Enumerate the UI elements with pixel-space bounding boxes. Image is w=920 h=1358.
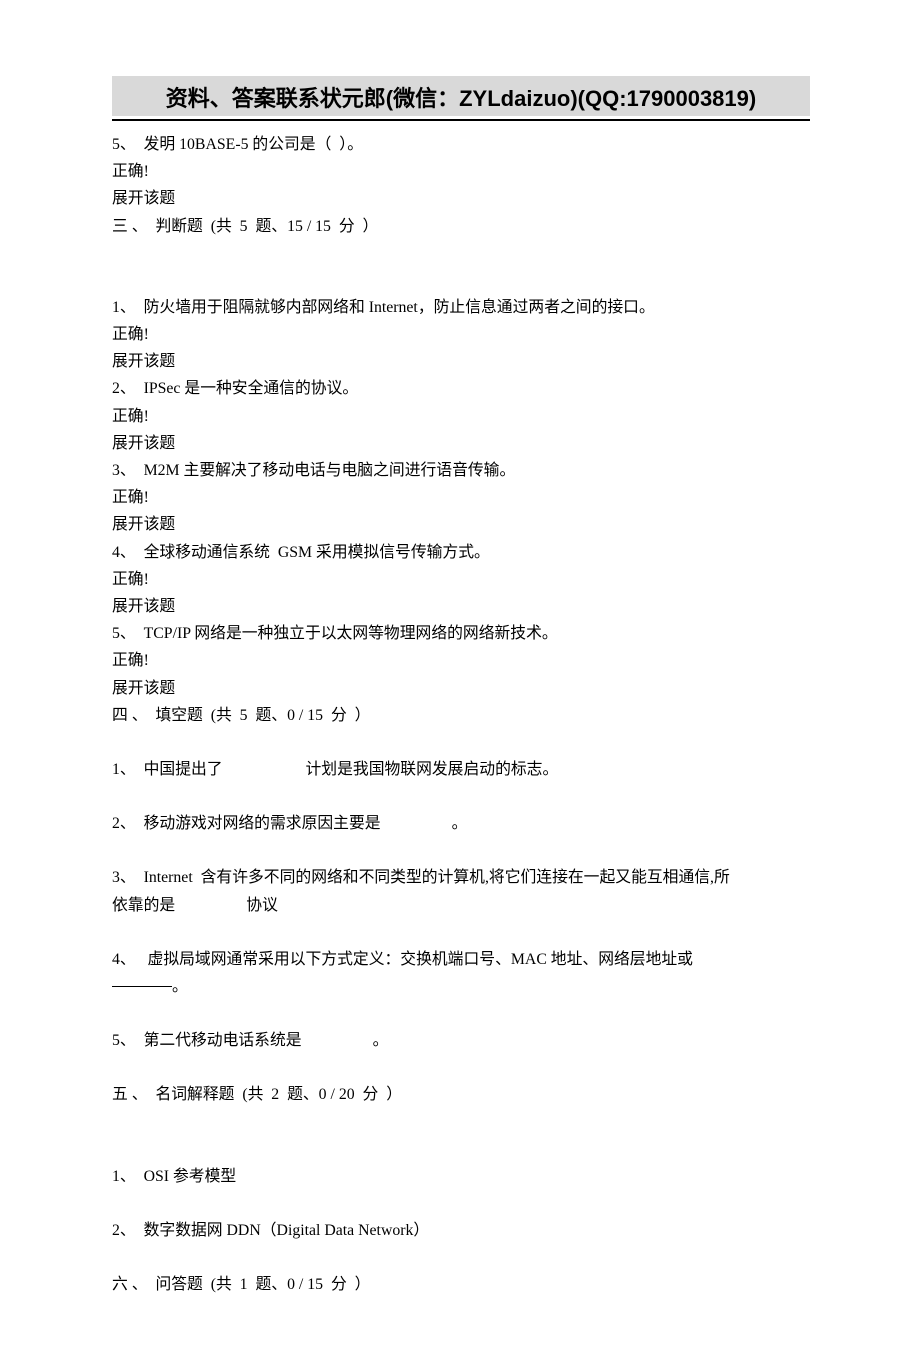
spacer xyxy=(112,1109,810,1136)
intro-q5: 5、 发明 10BASE-5 的公司是（ ）。 xyxy=(112,131,810,158)
s4-q1: 1、 中国提出了 计划是我国物联网发展启动的标志。 xyxy=(112,756,810,783)
spacer xyxy=(112,919,810,946)
spacer xyxy=(112,1054,810,1081)
spacer xyxy=(112,729,810,756)
s3-q2-expand: 展开该题 xyxy=(112,430,810,457)
s4-q5: 5、 第二代移动电话系统是 。 xyxy=(112,1027,810,1054)
section6-title: 六 、 问答题 (共 1 题、0 / 15 分 ） xyxy=(112,1271,810,1298)
spacer xyxy=(112,783,810,810)
spacer xyxy=(112,837,810,864)
s4-q3b: 依靠的是 协议 xyxy=(112,892,810,919)
s3-q4: 4、 全球移动通信系统 GSM 采用模拟信号传输方式。 xyxy=(112,539,810,566)
s3-q1: 1、 防火墙用于阻隔就够内部网络和 Internet，防止信息通过两者之间的接口… xyxy=(112,294,810,321)
section4-title: 四 、 填空题 (共 5 题、0 / 15 分 ） xyxy=(112,702,810,729)
header-banner: 资料、答案联系状元郎(微信：ZYLdaizuo)(QQ:1790003819) xyxy=(112,76,810,116)
s5-q1: 1、 OSI 参考模型 xyxy=(112,1163,810,1190)
intro-correct: 正确! xyxy=(112,158,810,185)
s3-q5: 5、 TCP/IP 网络是一种独立于以太网等物理网络的网络新技术。 xyxy=(112,620,810,647)
s3-q5-expand: 展开该题 xyxy=(112,675,810,702)
s4-q2: 2、 移动游戏对网络的需求原因主要是 。 xyxy=(112,810,810,837)
spacer xyxy=(112,1244,810,1271)
intro-expand: 展开该题 xyxy=(112,185,810,212)
spacer xyxy=(112,1136,810,1163)
s4-q4a: 4、 虚拟局域网通常采用以下方式定义：交换机端口号、MAC 地址、网络层地址或 xyxy=(112,946,810,973)
section5-title: 五 、 名词解释题 (共 2 题、0 / 20 分 ） xyxy=(112,1081,810,1108)
s3-q1-correct: 正确! xyxy=(112,321,810,348)
s4-q4b: 。 xyxy=(112,973,810,1000)
s3-q3: 3、 M2M 主要解决了移动电话与电脑之间进行语音传输。 xyxy=(112,457,810,484)
spacer xyxy=(112,267,810,294)
s5-q2: 2、 数字数据网 DDN（Digital Data Network） xyxy=(112,1217,810,1244)
spacer xyxy=(112,1190,810,1217)
s3-q5-correct: 正确! xyxy=(112,647,810,674)
s3-q4-correct: 正确! xyxy=(112,566,810,593)
s3-q2-correct: 正确! xyxy=(112,403,810,430)
s3-q3-expand: 展开该题 xyxy=(112,511,810,538)
s4-q4b-suffix: 。 xyxy=(172,978,188,995)
s4-q3a: 3、 Internet 含有许多不同的网络和不同类型的计算机,将它们连接在一起又… xyxy=(112,864,810,891)
spacer xyxy=(112,240,810,267)
s3-q3-correct: 正确! xyxy=(112,484,810,511)
s3-q4-expand: 展开该题 xyxy=(112,593,810,620)
s3-q2: 2、 IPSec 是一种安全通信的协议。 xyxy=(112,375,810,402)
s3-q1-expand: 展开该题 xyxy=(112,348,810,375)
header-underline xyxy=(112,119,810,121)
blank-underline xyxy=(112,986,172,987)
document-page: 资料、答案联系状元郎(微信：ZYLdaizuo)(QQ:1790003819) … xyxy=(0,0,920,1358)
section3-title: 三 、 判断题 (共 5 题、15 / 15 分 ） xyxy=(112,213,810,240)
spacer xyxy=(112,1000,810,1027)
